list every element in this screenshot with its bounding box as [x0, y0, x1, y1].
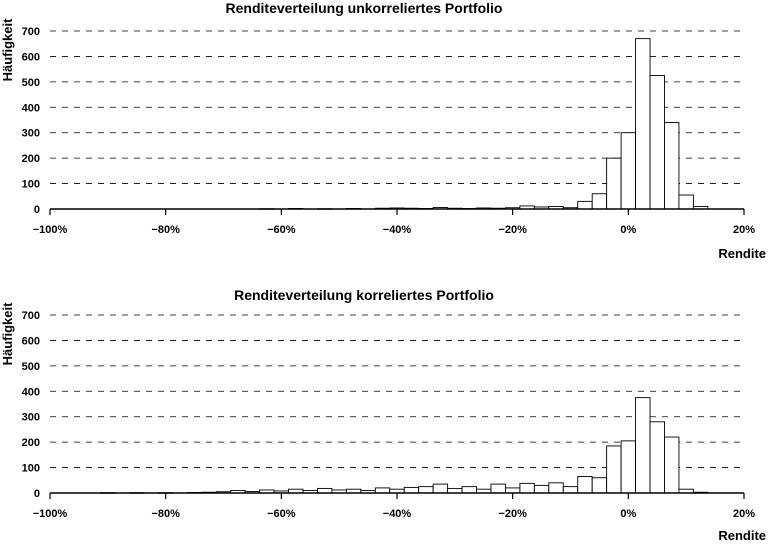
histogram-bar [591, 193, 608, 210]
histogram-bar [577, 476, 593, 494]
histogram-bar [548, 482, 564, 494]
x-axis-label: Rendite [718, 246, 766, 261]
x-tick-label: 20% [733, 508, 755, 520]
histogram-bar [649, 75, 665, 210]
x-tick-label: 0% [620, 224, 636, 236]
y-tick-label: 200 [22, 437, 40, 449]
y-tick-label: 700 [22, 310, 40, 322]
histogram-bar [490, 483, 506, 494]
x-tick-label: −100% [33, 508, 68, 520]
histogram-bar [461, 486, 477, 494]
y-tick-label: 100 [22, 463, 40, 475]
histogram-bar [577, 200, 593, 210]
x-tick-label: −60% [267, 224, 296, 236]
chart-title: Renditeverteilung korreliertes Portfolio [234, 287, 494, 303]
histogram-bar [403, 486, 420, 494]
y-tick-label: 600 [22, 51, 40, 63]
x-tick-label: −80% [151, 224, 180, 236]
histogram-bar [562, 486, 579, 494]
histogram-bar [620, 132, 637, 210]
y-tick-label: 100 [22, 179, 40, 191]
chart-panel-1: Renditeverteilung unkorreliertes Portfol… [0, 0, 766, 261]
x-tick-label: −20% [498, 508, 527, 520]
histogram-bar [591, 477, 608, 494]
histogram-bar [649, 421, 665, 494]
x-tick-label: 20% [733, 224, 755, 236]
histogram-bar [374, 487, 391, 494]
chart-title: Renditeverteilung unkorreliertes Portfol… [226, 0, 503, 16]
x-axis-label: Rendite [718, 528, 766, 543]
histogram-bar [635, 397, 651, 494]
y-tick-label: 0 [34, 204, 40, 216]
x-tick-label: 0% [620, 508, 636, 520]
x-tick-label: −100% [33, 224, 68, 236]
histogram-bar [664, 436, 680, 494]
histogram-bar [418, 486, 434, 494]
histogram-bar [678, 194, 694, 210]
y-tick-label: 400 [22, 386, 40, 398]
y-tick-label: 200 [22, 153, 40, 165]
y-axis-label: Häufigkeit [0, 302, 15, 366]
x-tick-label: −40% [383, 224, 412, 236]
histogram-bar [635, 38, 651, 210]
chart-panel-2: Renditeverteilung korreliertes Portfolio… [0, 287, 766, 543]
histogram-bar [606, 157, 622, 210]
histogram-bar [533, 484, 550, 494]
histogram-bar [519, 482, 535, 494]
y-tick-label: 400 [22, 102, 40, 114]
histogram-bar [432, 483, 449, 494]
histogram-bar [606, 445, 622, 494]
x-tick-label: −80% [151, 508, 180, 520]
y-tick-label: 500 [22, 361, 40, 373]
x-tick-label: −60% [267, 508, 296, 520]
x-tick-label: −40% [383, 508, 412, 520]
histogram-bar [620, 440, 637, 494]
histogram-bar [664, 122, 680, 210]
y-tick-label: 300 [22, 412, 40, 424]
histogram-bar [504, 487, 521, 494]
y-tick-label: 700 [22, 26, 40, 38]
y-tick-label: 300 [22, 128, 40, 140]
y-tick-label: 600 [22, 335, 40, 347]
y-tick-label: 0 [34, 488, 40, 500]
x-tick-label: −20% [498, 224, 527, 236]
y-axis-label: Häufigkeit [0, 18, 15, 82]
y-tick-label: 500 [22, 77, 40, 89]
